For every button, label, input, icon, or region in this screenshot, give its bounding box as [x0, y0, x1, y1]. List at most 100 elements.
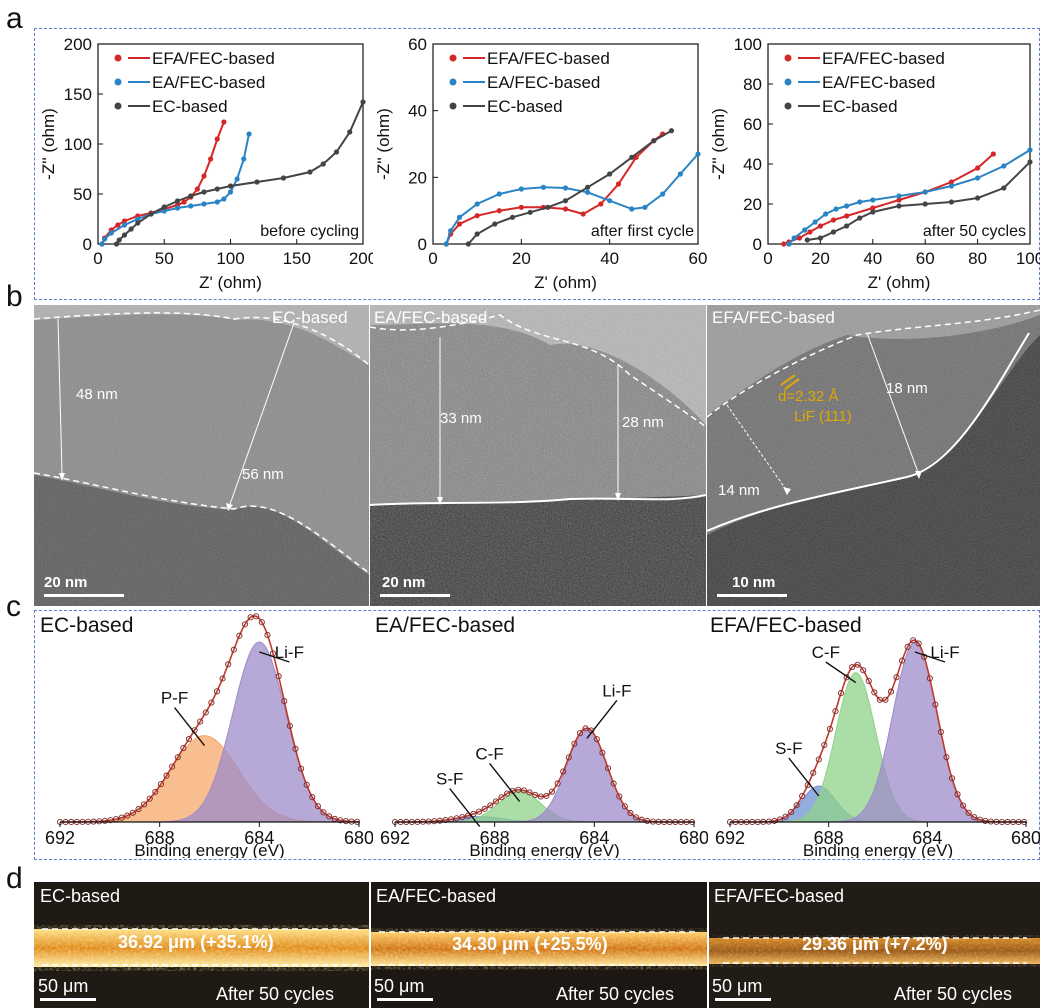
raw-data-point: [275, 673, 282, 680]
raw-data-point: [498, 794, 505, 801]
raw-data-point: [554, 780, 561, 787]
optical-image-efa: [709, 882, 1040, 1008]
data-point: [812, 219, 818, 225]
tem-efa-scale-bar-label: 10 nm: [732, 574, 776, 591]
raw-data-point: [476, 808, 483, 815]
data-point: [108, 230, 114, 236]
raw-data-point: [948, 775, 956, 782]
raw-data-point: [815, 756, 822, 763]
raw-data-point: [882, 696, 889, 703]
data-point: [161, 208, 167, 214]
x-tick-label: 0: [93, 249, 102, 268]
raw-data-point: [487, 802, 494, 809]
legend-marker: [114, 54, 122, 62]
x-tick-label: 692: [45, 828, 75, 848]
raw-data-point: [926, 675, 933, 682]
y-tick-label: 100: [734, 35, 762, 54]
data-point: [227, 189, 234, 195]
x-tick-label: 200: [349, 249, 373, 268]
chart-title: EA/FEC-based: [375, 614, 515, 637]
peak-label: S-F: [775, 739, 802, 758]
data-point: [830, 217, 837, 223]
data-point: [465, 241, 471, 247]
raw-data-point: [247, 614, 254, 621]
data-point: [128, 226, 134, 232]
raw-data-point: [453, 815, 460, 822]
raw-data-point: [954, 791, 961, 798]
raw-data-point: [174, 754, 181, 761]
data-point: [607, 198, 613, 204]
tem-image-efa: [707, 305, 1040, 606]
raw-data-point: [169, 763, 176, 770]
data-point: [668, 128, 675, 134]
y-tick-label: 60: [408, 35, 427, 54]
legend-label: EC-based: [822, 97, 898, 116]
legend-marker: [784, 54, 792, 62]
legend-label: EA/FEC-based: [152, 73, 265, 92]
x-axis-label: Z' (ohm): [199, 273, 262, 292]
data-point: [201, 173, 207, 179]
raw-data-point: [771, 817, 778, 824]
tem-ea-measurement-2: 28 nm: [622, 414, 664, 431]
raw-data-point: [258, 619, 265, 626]
data-point: [188, 193, 194, 199]
raw-data-point: [543, 792, 550, 799]
tem-efa-measurement-1: 18 nm: [886, 380, 928, 397]
panel-letter-d: d: [6, 862, 23, 895]
data-point: [975, 195, 981, 201]
data-point: [174, 198, 181, 204]
optical-ea-scale-bar-label: 50 μm: [374, 976, 425, 996]
panel-c-frame: [34, 610, 1040, 860]
data-point: [347, 129, 353, 135]
x-tick-label: 60: [689, 249, 708, 268]
data-point: [492, 221, 498, 227]
panel-letter-b: b: [6, 280, 23, 313]
raw-data-point: [219, 675, 226, 682]
data-point: [307, 169, 313, 175]
data-point: [234, 176, 240, 182]
tem-ec-measurement-2: 56 nm: [242, 466, 284, 483]
data-point: [781, 241, 787, 247]
raw-data-point: [470, 810, 477, 817]
data-point: [695, 151, 701, 157]
data-point: [474, 213, 480, 219]
raw-data-point: [253, 613, 260, 620]
legend-marker: [784, 102, 792, 110]
tem-efa-title: EFA/FEC-based: [712, 308, 835, 327]
raw-data-point: [309, 794, 316, 801]
raw-data-point: [582, 725, 589, 732]
y-tick-label: 20: [408, 168, 427, 187]
y-tick-label: 0: [83, 235, 92, 254]
data-point: [844, 203, 850, 209]
raw-data-point: [504, 790, 511, 797]
nyquist-chart-1: 0 50 100 150 200 0 50 100 150 200 Z' (ohm) -Z'' (oh…: [39, 35, 373, 292]
raw-data-point: [898, 657, 906, 664]
data-point: [830, 229, 837, 235]
raw-data-point: [481, 805, 488, 812]
peak-label: C-F: [475, 744, 503, 763]
tem-ec-title: EC-based: [272, 308, 348, 327]
optical-ec-title: EC-based: [40, 886, 121, 906]
data-point: [922, 201, 928, 207]
raw-data-point: [788, 809, 795, 816]
xps-chart-ec: 692 688 684 680 Binding energy (eV) EC-based P…: [40, 613, 373, 858]
optical-ec-thickness: 36.92 μm (+35.1%): [118, 932, 274, 952]
raw-data-point: [107, 817, 114, 824]
y-tick-label: 50: [73, 185, 92, 204]
legend-marker: [784, 78, 792, 86]
data-point: [896, 203, 902, 209]
raw-data-point: [932, 701, 939, 708]
raw-data-point: [854, 661, 861, 668]
data-point: [113, 241, 120, 247]
tem-image-ea: [370, 305, 706, 606]
x-tick-label: 680: [1011, 828, 1040, 848]
data-point: [791, 235, 797, 241]
data-point: [833, 206, 839, 212]
raw-data-point: [633, 814, 640, 821]
data-point: [1027, 159, 1033, 165]
raw-data-point: [921, 653, 928, 660]
peak-label-arrow: [586, 699, 618, 739]
data-point: [115, 222, 121, 228]
peak-label: C-F: [812, 643, 840, 662]
raw-data-point: [208, 699, 215, 706]
